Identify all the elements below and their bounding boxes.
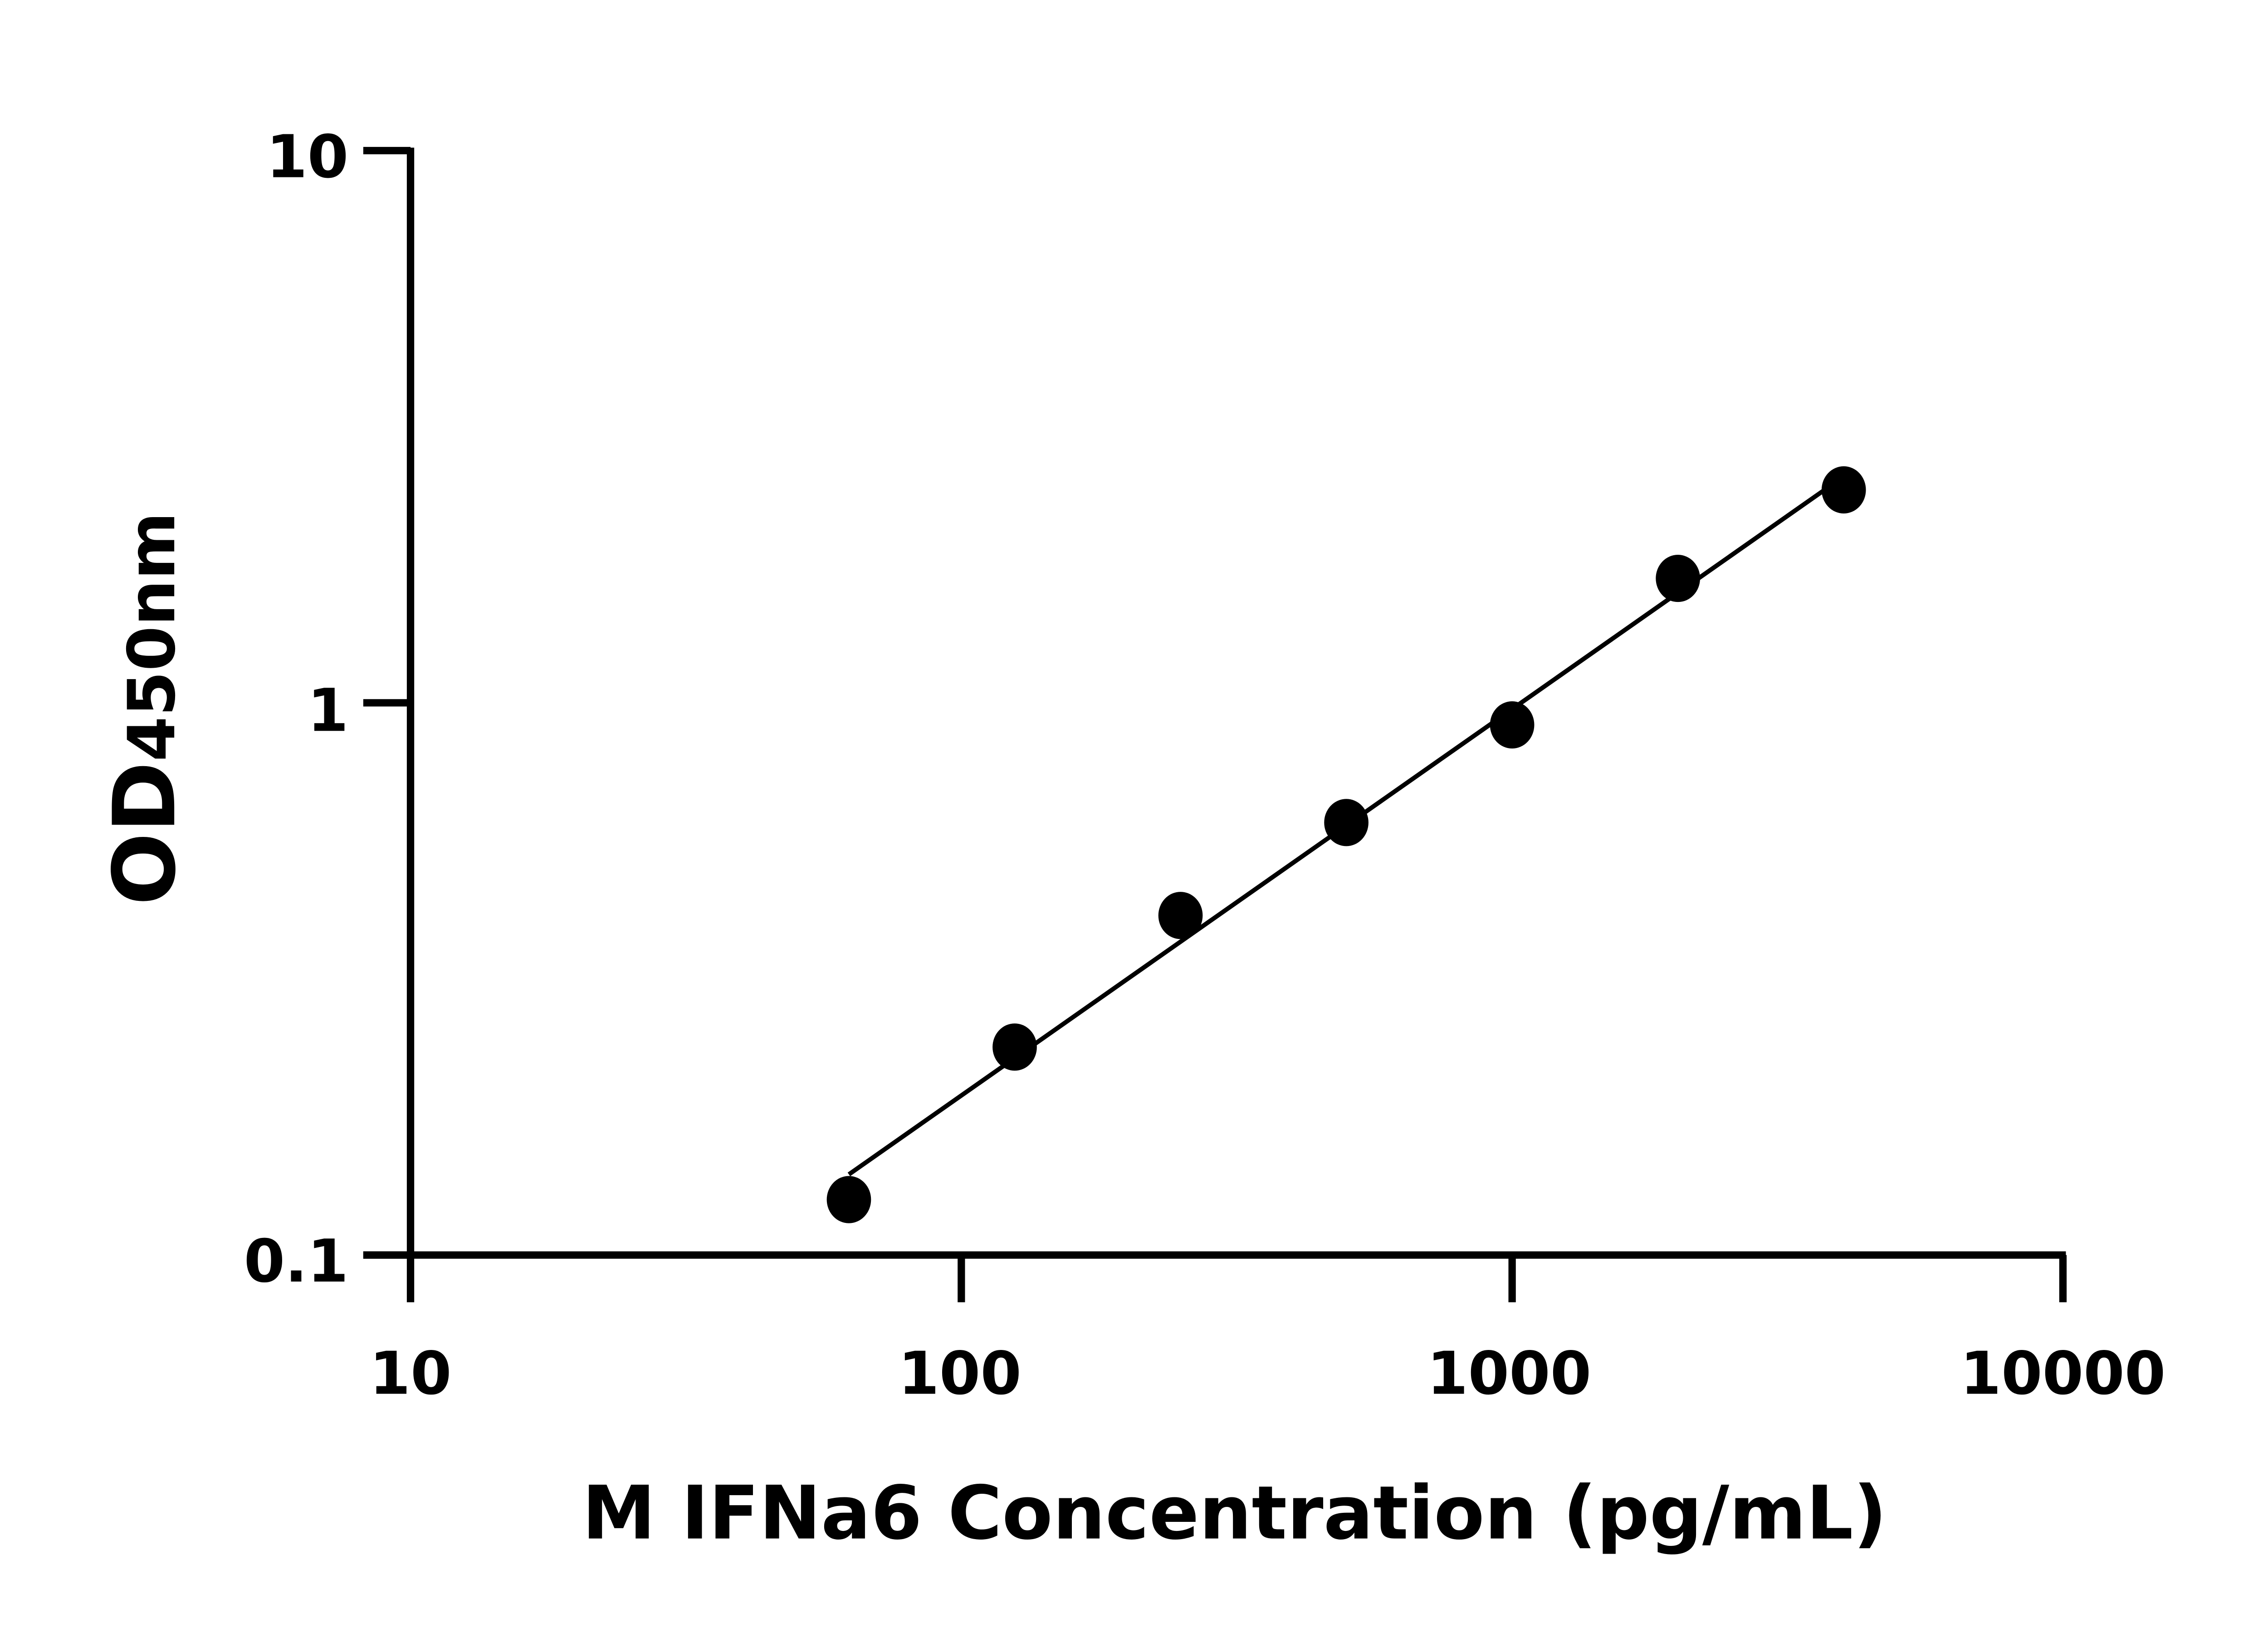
- ticks: [363, 147, 2067, 1302]
- y-axis-title-sub: 450nm: [114, 512, 190, 762]
- data-points: [826, 466, 1866, 1223]
- x-tick-label: 100: [898, 1339, 1022, 1408]
- data-point: [992, 1023, 1037, 1071]
- data-point: [1490, 701, 1535, 749]
- y-tick-label: 10: [266, 122, 348, 191]
- y-tick-label: 0.1: [244, 1227, 349, 1296]
- tick-labels: 10 100 1000 10000 0.1 1 10: [244, 122, 2166, 1408]
- data-point: [826, 1176, 871, 1223]
- y-axis-title-main: OD: [95, 762, 195, 905]
- x-axis-title: M IFNa6 Concentration (pg/mL): [582, 1471, 1887, 1556]
- data-point: [1324, 799, 1369, 846]
- y-tick-label: 1: [308, 676, 349, 745]
- x-tick-label: 10: [369, 1339, 451, 1408]
- axes: [363, 147, 2066, 1259]
- y-axis-title: OD450nm: [95, 512, 195, 905]
- x-tick-label: 10000: [1960, 1339, 2165, 1408]
- data-point: [1821, 466, 1866, 514]
- x-tick-label: 1000: [1427, 1339, 1591, 1408]
- data-point: [1158, 892, 1203, 939]
- data-point: [1656, 555, 1700, 602]
